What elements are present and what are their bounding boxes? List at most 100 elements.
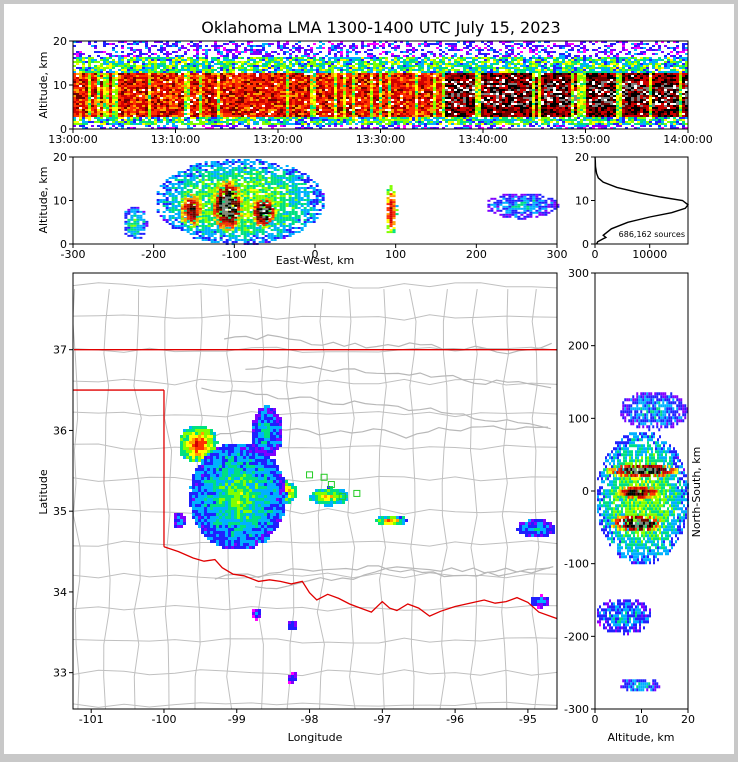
time-height-cell [424, 61, 427, 63]
time-height-cell [328, 65, 331, 67]
time-height-cell [145, 65, 148, 67]
time-height-cell [331, 93, 334, 95]
time-height-cell [445, 111, 448, 113]
time-height-cell [253, 105, 256, 107]
time-height-cell [463, 103, 466, 105]
time-height-cell [217, 111, 220, 113]
time-height-cell [292, 101, 295, 103]
time-height-cell [352, 45, 355, 47]
time-height-cell [412, 57, 415, 59]
time-height-cell [319, 99, 322, 101]
time-height-cell [205, 103, 208, 105]
time-height-cell [298, 89, 301, 91]
time-height-cell [298, 121, 301, 123]
time-height-cell [268, 97, 271, 99]
time-height-cell [139, 93, 142, 95]
time-height-cell [289, 67, 292, 69]
time-height-cell [139, 55, 142, 57]
time-height-cell [457, 65, 460, 67]
time-height-cell [184, 51, 187, 53]
time-height-cell [145, 87, 148, 89]
time-height-cell [334, 57, 337, 59]
time-height-cell [280, 101, 283, 103]
time-height-cell [241, 57, 244, 59]
time-height-cell [466, 67, 469, 69]
time-height-cell [97, 69, 100, 71]
time-height-cell [184, 95, 187, 97]
time-height-cell [295, 123, 298, 125]
time-height-cell [100, 87, 103, 89]
time-height-cell [136, 123, 139, 125]
time-height-cell [448, 121, 451, 123]
time-height-cell [316, 85, 319, 87]
time-height-cell [292, 113, 295, 115]
time-height-cell [88, 67, 91, 69]
time-height-cell [286, 113, 289, 115]
time-height-cell [184, 83, 187, 85]
time-height-cell [436, 103, 439, 105]
time-height-cell [244, 109, 247, 111]
time-height-cell [244, 63, 247, 65]
time-height-cell [187, 95, 190, 97]
time-height-cell [106, 53, 109, 55]
time-height-cell [463, 109, 466, 111]
time-height-cell [412, 97, 415, 99]
time-height-cell [109, 103, 112, 105]
time-height-cell [430, 103, 433, 105]
time-height-cell [166, 55, 169, 57]
time-height-cell [139, 83, 142, 85]
time-height-cell [232, 103, 235, 105]
time-height-cell [262, 95, 265, 97]
time-height-cell [457, 107, 460, 109]
time-height-cell [148, 83, 151, 85]
time-height-cell [352, 85, 355, 87]
time-height-cell [448, 69, 451, 71]
time-height-cell [151, 91, 154, 93]
time-height-cell [199, 93, 202, 95]
time-height-cell [403, 111, 406, 113]
time-height-cell [412, 87, 415, 89]
time-height-cell [115, 95, 118, 97]
time-height-cell [124, 111, 127, 113]
time-height-cell [313, 123, 316, 125]
time-height-cell [334, 83, 337, 85]
time-height-cell [313, 99, 316, 101]
time-height-cell [286, 107, 289, 109]
time-height-cell [247, 43, 250, 45]
time-height-cell [397, 127, 400, 129]
time-height-cell [397, 67, 400, 69]
time-height-cell [280, 89, 283, 91]
time-height-cell [436, 123, 439, 125]
time-height-cell [235, 121, 238, 123]
time-height-cell [313, 121, 316, 123]
time-height-cell [418, 85, 421, 87]
time-height-cell [313, 89, 316, 91]
time-height-cell [352, 49, 355, 51]
time-height-cell [91, 95, 94, 97]
time-height-cell [106, 109, 109, 111]
time-height-cell [484, 105, 487, 107]
time-height-cell [136, 89, 139, 91]
time-height-cell [130, 95, 133, 97]
time-height-cell [208, 65, 211, 67]
time-height-cell [88, 109, 91, 111]
time-height-cell [304, 71, 307, 73]
time-height-cell [238, 77, 241, 79]
time-height-cell [139, 49, 142, 51]
time-height-cell [316, 71, 319, 73]
time-height-cell [433, 103, 436, 105]
time-height-cell [445, 101, 448, 103]
time-height-cell [208, 115, 211, 117]
time-height-cell [169, 67, 172, 69]
time-height-cell [73, 117, 76, 119]
time-height-cell [379, 73, 382, 75]
time-height-cell [475, 49, 478, 51]
time-height-cell [469, 75, 472, 77]
time-height-cell [76, 123, 79, 125]
time-height-cell [400, 51, 403, 53]
time-height-cell [343, 65, 346, 67]
time-height-cell [244, 125, 247, 127]
time-height-cell [106, 81, 109, 83]
time-height-cell [379, 105, 382, 107]
time-height-cell [208, 49, 211, 51]
